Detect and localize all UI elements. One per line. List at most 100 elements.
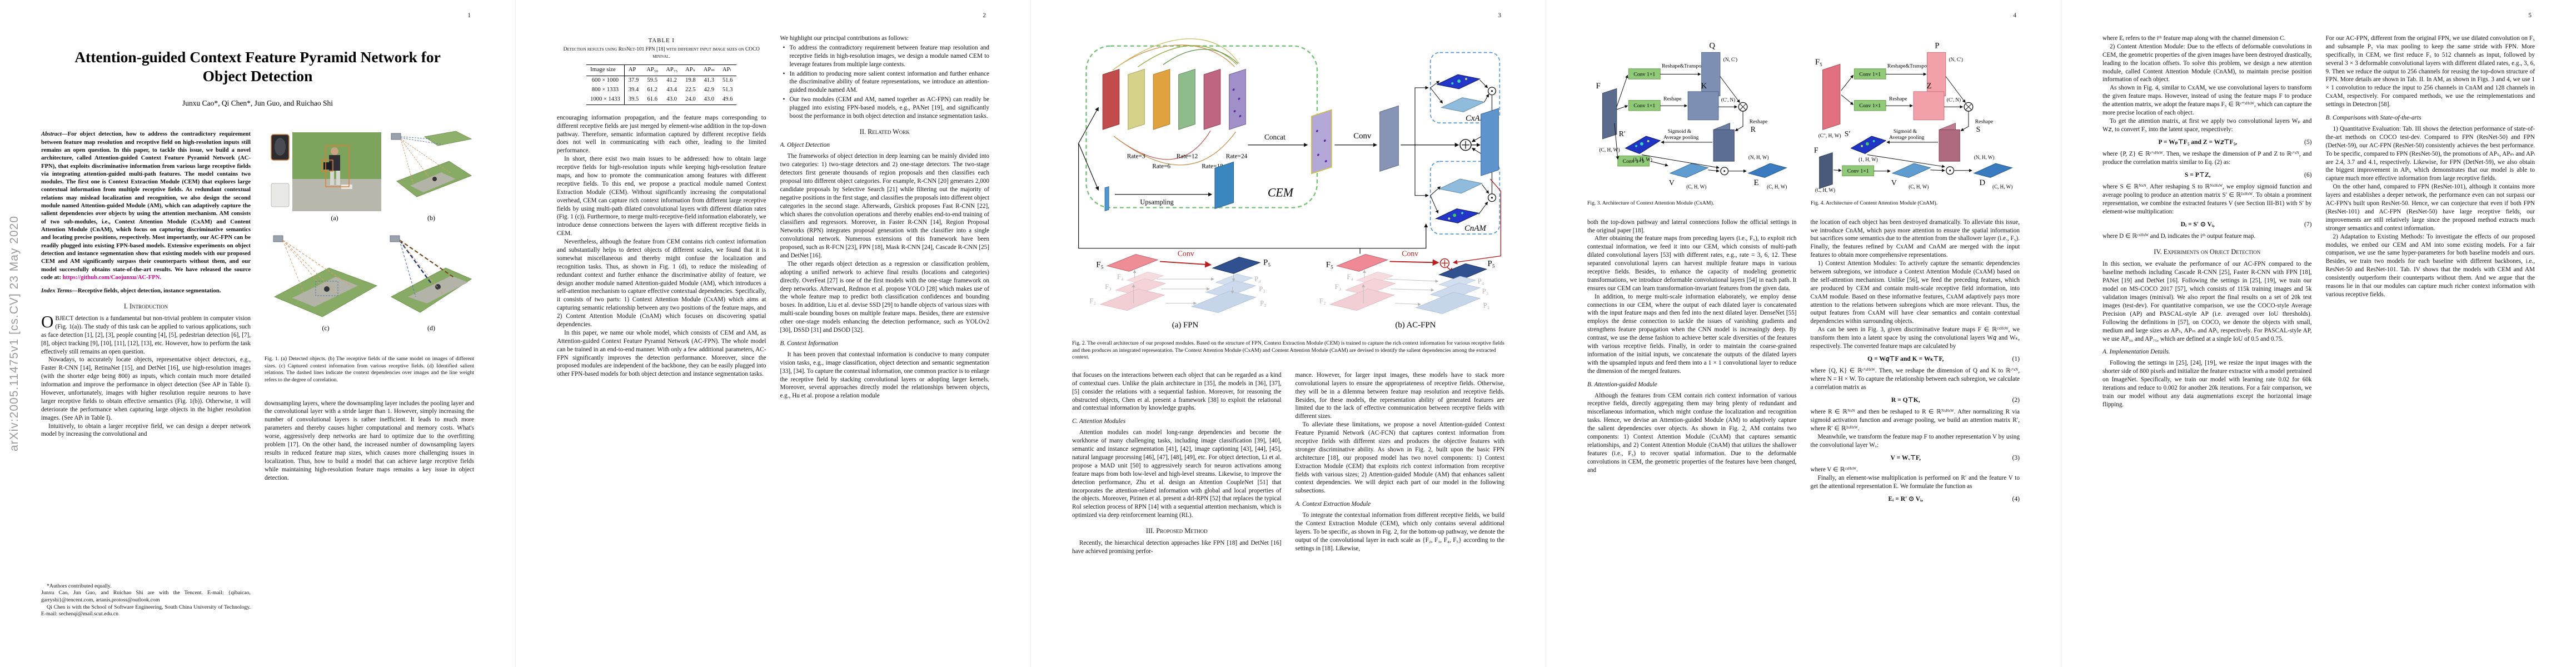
p4-label: P₄ [1254, 275, 1261, 283]
section-heading-experiments: IV. Experiments on Object Detection [2154, 248, 2261, 256]
paragraph: Finally, an element-wise multiplication … [1810, 475, 2020, 490]
paragraph: Following the settings in [25], [24], [1… [2102, 360, 2312, 408]
q-label: Q [1709, 41, 1715, 50]
paragraph: To alleviate these limitations, we propo… [1295, 421, 1505, 495]
figure-2: CEM Ra [1072, 31, 1504, 361]
page2-right-column: We highlight our principal contributions… [780, 34, 990, 634]
paragraph: As shown in Fig. 4, similar to CxAM, we … [2102, 84, 2312, 117]
cem-label: CEM [1268, 186, 1294, 200]
p4-label: P₄ [1478, 277, 1484, 285]
equation-1: Q = W𝑞⊤F and K = Wₖ⊤F, (1) [1867, 355, 2020, 362]
column-header: Image size [586, 64, 625, 76]
f3-label: F₃ [1335, 283, 1342, 291]
page5-left-column: where Eᵢ refers to the iᵗʰ feature map a… [2102, 34, 2312, 634]
page-4: 4 F (C, H, W) Conv 1×1 Conv 1×1 Co [1546, 0, 2061, 667]
paragraph: 2) Adaptation to Existing Methods: To in… [2325, 233, 2535, 298]
paragraph: O BJECT detection is a fundamental but no… [41, 312, 251, 355]
figure-2-graphic: CEM Ra [1078, 38, 1501, 330]
paragraph: For our AC-FPN, different from the origi… [2325, 35, 2535, 108]
sigmoid-label: Sigmoid & [1894, 128, 1917, 135]
paragraph: Recently, the hierarchical detection app… [1072, 540, 1282, 555]
subsection-attention-guided-module: B. Attention-guided Module [1587, 381, 1657, 388]
page-number: 3 [1498, 12, 1501, 19]
table-1-title: TABLE I [648, 37, 675, 44]
p3-label: P₃ [1482, 287, 1489, 295]
avgpool-label: Average pooling [1663, 135, 1699, 141]
drop-cap: O [41, 312, 54, 331]
authors: Junxu Cao*, Qi Chen*, Jun Guo, and Ruich… [182, 99, 333, 108]
page3-left-column: that focuses on the interactions between… [1072, 371, 1282, 633]
paragraph: In this paper, we name our whole model, … [557, 329, 766, 378]
subsection-implementation-details: A. Implementation Details. [2102, 349, 2170, 356]
paragraph: After obtaining the feature maps from pr… [1587, 235, 1797, 292]
s-dim: (N, H, W) [1974, 155, 1995, 160]
cnam-attention-map [1435, 208, 1480, 223]
f2-label: F₂ [1089, 297, 1096, 305]
p5-label: P₅ [1263, 258, 1270, 267]
arxiv-watermark: arXiv:2005.11475v1 [cs.CV] 23 May 2020 [8, 216, 21, 452]
output-slab [1481, 108, 1499, 176]
cnam-feature-card [1438, 178, 1483, 194]
v-label: V [1891, 178, 1897, 187]
conv-label: Conv [1353, 132, 1372, 141]
z-dim: (C′, N) [1947, 97, 1961, 102]
r-cube [1713, 129, 1735, 162]
f5-label: F₅ [1096, 260, 1103, 269]
k-matrix [1687, 91, 1719, 121]
cxam-feature-card [1440, 97, 1486, 112]
f5-dim: (C″, H, W) [1818, 133, 1841, 139]
figure-1: (a) [265, 130, 474, 384]
conv1x1-label: Conv 1×1 [1859, 71, 1881, 77]
footnotes: *Authors contributed equally. Junxu Cao,… [41, 583, 251, 619]
reshape-label: Reshape [1750, 119, 1767, 125]
figure-4-graphic: F₅ (C″, H, W) Conv 1×1 Conv 1×1 Reshape&… [1814, 41, 2013, 193]
subsection-object-detection: A. Object Detection [780, 142, 830, 149]
paragraph: Nowadays, to accurately locate objects, … [41, 356, 251, 421]
column-header: AP₇₅ [662, 64, 682, 76]
upsampling-label: Upsampling [1140, 198, 1173, 206]
dilated-slab-rose [1203, 68, 1221, 130]
conv-output-slab [1379, 105, 1399, 172]
acfpn-diagram-b: F₅ Conv P₅ F₄ F₃ [1319, 248, 1495, 330]
paragraph: 2) Content Attention Module: Due to the … [2102, 43, 2312, 83]
s-cube [1939, 129, 1960, 162]
f-label: F [1814, 146, 1818, 154]
list-item: Our two modules (CEM and AM, named toget… [780, 96, 989, 121]
contribution-list: To address the contradictory requirement… [780, 44, 989, 121]
column-header: APₛ [681, 64, 700, 76]
github-link[interactable]: https://github.com/Caojunxu/AC-FPN. [62, 274, 162, 281]
reshape-label: Reshape [1889, 96, 1907, 102]
paragraph: Intuitively, to obtain a larger receptiv… [41, 422, 251, 438]
conv1x1-box [1842, 165, 1875, 177]
fpn-caption-a: (a) FPN [1172, 321, 1199, 330]
footnote: *Authors contributed equally. [47, 583, 112, 589]
z-matrix [1913, 91, 1945, 121]
z-label: Z [1927, 82, 1932, 91]
branch-to-cxam [1414, 86, 1429, 145]
page-5: 5 where Eᵢ refers to the iᵗʰ feature map… [2061, 0, 2576, 667]
dilated-slab-purple [1229, 68, 1246, 130]
figure-4-caption: Fig. 4. Architecture of Content Attentio… [1811, 200, 1938, 206]
p2-label: P₂ [1260, 300, 1267, 307]
f4-label: F₄ [1117, 273, 1124, 281]
section-heading-related-work: II. Related Work [859, 127, 910, 136]
figure-3-caption: Fig. 3. Architecture of Context Attentio… [1587, 200, 1715, 206]
s-label: S [1976, 125, 1981, 133]
rate6-label: Rate=6 [1152, 163, 1170, 170]
figure-3-graphic: F (C, H, W) Conv 1×1 Conv 1×1 Conv 1×1 R… [1596, 41, 1787, 190]
table-row: 1000 × 1433 39.5 61.6 43.0 24.0 43.0 49.6 [586, 94, 736, 105]
s-prime-label: S′ [1845, 130, 1851, 138]
index-terms-label: Index Terms— [41, 287, 78, 295]
equation-2: R = Q⊤K, (2) [1891, 396, 2020, 404]
page1-right-column: (a) [265, 130, 474, 618]
paper-title: Attention-guided Context Feature Pyramid… [74, 48, 441, 85]
footnote: Junxu Cao, Jun Guo, and Ruichao Shi are … [41, 590, 251, 603]
column-header: APₘ [699, 64, 719, 76]
column-header: AP₅₀ [642, 64, 662, 76]
paragraph: We highlight our principal contributions… [780, 35, 909, 42]
paragraph: To get the attention matrix, at first we… [2102, 117, 2312, 133]
d-dim: (C, H, W) [1992, 184, 2012, 190]
subsection-attention-modules: C. Attention Modules [1072, 418, 1126, 425]
paragraph: It has been proven that contextual infor… [780, 351, 990, 400]
abstract-label: Abstract— [41, 131, 68, 138]
